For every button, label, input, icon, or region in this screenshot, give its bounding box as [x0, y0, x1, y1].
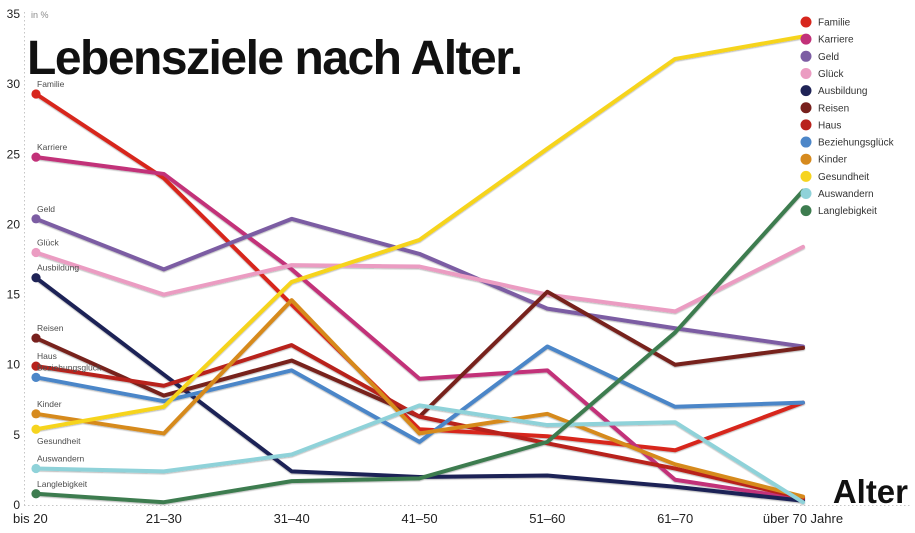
- x-tick-label: über 70 Jahre: [763, 511, 843, 526]
- series-lines: [34, 34, 805, 505]
- start-dot-karriere: [31, 152, 41, 162]
- legend-label: Haus: [818, 120, 841, 131]
- legend-label: Ausbildung: [818, 86, 867, 97]
- series-label-kinder: Kinder: [37, 399, 62, 409]
- line-karriere: [34, 155, 805, 502]
- line-langlebigkeit: [34, 188, 805, 505]
- y-tick-label: 0: [13, 498, 20, 512]
- legend-swatch-icon: [800, 136, 812, 148]
- series-label-reisen: Reisen: [37, 323, 64, 333]
- legend-item-geld: Geld: [800, 50, 839, 63]
- start-dot-reisen: [31, 333, 41, 343]
- x-tick-label: 31–40: [274, 511, 310, 526]
- legend-item-glück: Glück: [800, 67, 845, 80]
- legend-item-ausbildung: Ausbildung: [800, 85, 867, 97]
- series-label-langlebigkeit: Langlebigkeit: [37, 479, 88, 489]
- legend-item-auswandern: Auswandern: [800, 188, 874, 200]
- legend-label: Reisen: [818, 103, 849, 114]
- legend-item-haus: Haus: [800, 119, 841, 131]
- x-axis-ticks: bis 20 21–30 31–40 41–50 51–60 61–70 über 70 J…: [13, 511, 843, 526]
- x-tick-label: bis 20: [13, 511, 48, 526]
- y-tick-label: 30: [7, 77, 21, 91]
- line-geld: [34, 216, 805, 349]
- legend-label: Kinder: [818, 155, 848, 166]
- legend-item-gesundheit: Gesundheit: [800, 170, 869, 183]
- series-label-geld: Geld: [37, 204, 55, 214]
- start-dot-gesundheit: [31, 424, 41, 434]
- legend-swatch-icon: [800, 153, 812, 165]
- legend-item-reisen: Reisen: [800, 102, 849, 114]
- legend-swatch-icon: [800, 205, 812, 217]
- x-axis-title: Alter: [833, 473, 908, 510]
- line-glück: [34, 244, 805, 314]
- start-dot-langlebigkeit: [31, 489, 41, 499]
- y-axis-ticks: 0 5 10 15 20 25 30 35: [7, 7, 21, 512]
- y-tick-label: 10: [7, 358, 21, 372]
- y-tick-label: 35: [7, 7, 21, 21]
- series-label-gesundheit: Gesundheit: [37, 436, 81, 446]
- legend-label: Gesundheit: [818, 172, 869, 183]
- legend-item-karriere: Karriere: [800, 33, 854, 46]
- unit-label: in %: [31, 10, 49, 20]
- start-dot-familie: [31, 89, 41, 99]
- legend-item-beziehungsglück: Beziehungsglück: [800, 136, 895, 149]
- x-tick-label: 41–50: [401, 511, 437, 526]
- start-dot-auswandern: [31, 463, 41, 474]
- legend-label: Glück: [818, 69, 845, 80]
- start-dot-beziehungsglück: [31, 372, 41, 382]
- start-dot-glück: [31, 247, 41, 258]
- legend-swatch-icon: [800, 16, 812, 28]
- start-dot-haus: [31, 361, 41, 371]
- legend-label: Beziehungsglück: [818, 138, 895, 149]
- line-gesundheit: [34, 34, 805, 432]
- legend-item-kinder: Kinder: [800, 153, 848, 166]
- x-tick-label: 51–60: [529, 511, 565, 526]
- legend-item-familie: Familie: [800, 16, 851, 29]
- legend-swatch-icon: [800, 170, 812, 182]
- y-tick-label: 5: [13, 428, 20, 442]
- legend-swatch-icon: [800, 102, 812, 114]
- y-tick-label: 25: [7, 147, 21, 161]
- series-start-dots: [31, 89, 41, 499]
- page-title: Lebensziele nach Alter.: [27, 32, 522, 85]
- x-tick-label: 61–70: [657, 511, 693, 526]
- legend-swatch-icon: [800, 188, 812, 199]
- line-haus: [34, 343, 805, 500]
- legend-swatch-icon: [800, 67, 812, 79]
- legend-label: Langlebigkeit: [818, 206, 877, 217]
- legend-label: Auswandern: [818, 189, 874, 200]
- legend-label: Familie: [818, 18, 851, 29]
- line-kinder: [34, 298, 805, 499]
- x-tick-label: 21–30: [146, 511, 182, 526]
- line-familie: [34, 91, 805, 453]
- series-label-auswandern: Auswandern: [37, 454, 85, 464]
- legend-label: Karriere: [818, 35, 854, 46]
- series-label-karriere: Karriere: [37, 142, 68, 152]
- legend-swatch-icon: [800, 119, 812, 131]
- series-label-haus: Haus: [37, 351, 57, 361]
- start-dot-kinder: [31, 409, 41, 419]
- series-label-glück: Glück: [37, 237, 59, 247]
- series-start-labels: Familie Karriere Geld Glück Ausbildung Reisen…: [37, 79, 102, 489]
- start-dot-ausbildung: [31, 273, 41, 283]
- legend-swatch-icon: [800, 33, 812, 45]
- legend-item-langlebigkeit: Langlebigkeit: [800, 205, 877, 217]
- legend-swatch-icon: [800, 50, 812, 62]
- legend-label: Geld: [818, 52, 839, 63]
- start-dot-geld: [31, 214, 41, 224]
- series-label-familie: Familie: [37, 79, 65, 89]
- legend-swatch-icon: [800, 85, 812, 97]
- series-label-beziehungsglück: Beziehungsglück: [37, 362, 102, 372]
- line-beziehungsglück: [34, 344, 805, 444]
- legend: Familie Karriere Geld Glück Ausbildung Reisen…: [800, 16, 895, 217]
- y-tick-label: 15: [7, 288, 21, 302]
- series-label-ausbildung: Ausbildung: [37, 263, 79, 273]
- y-tick-label: 20: [7, 217, 21, 231]
- line-auswandern: [34, 403, 805, 505]
